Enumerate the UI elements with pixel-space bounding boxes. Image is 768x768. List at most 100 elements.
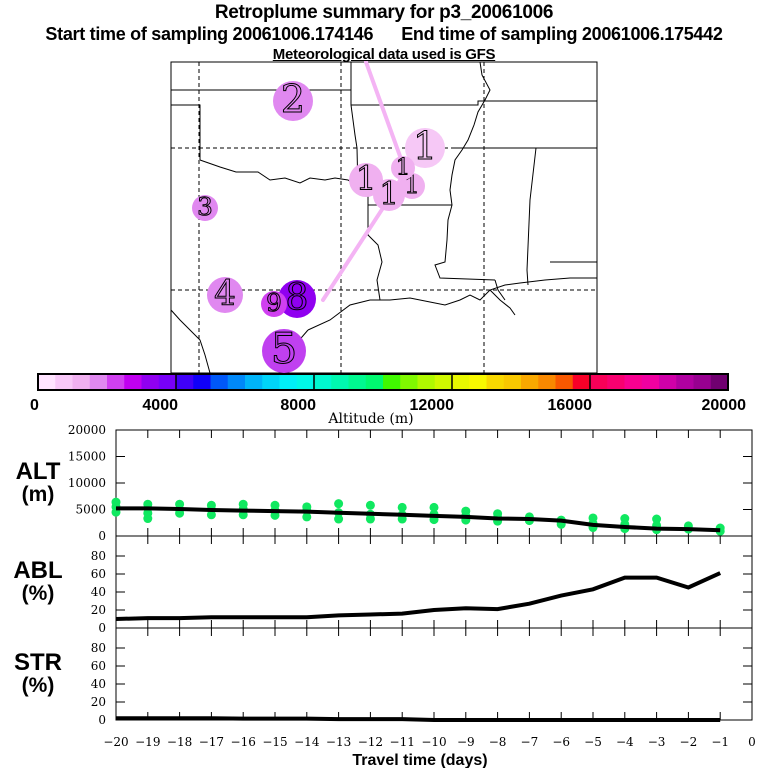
- marker-day-label: 2: [281, 77, 305, 121]
- colorbar-segment: [210, 374, 229, 390]
- colorbar-segment: [331, 374, 349, 390]
- colorbar-tick-label: 4000: [142, 397, 178, 414]
- y-tick-label: 0: [98, 529, 106, 543]
- x-tick-label: −5: [584, 735, 602, 749]
- colorbar-segment: [176, 374, 194, 390]
- colorbar-segment: [641, 374, 660, 390]
- marker-day-label: 1: [379, 177, 398, 212]
- colorbar-segment: [659, 374, 677, 390]
- marker-circle: [278, 280, 316, 318]
- panel-frame: [115, 535, 753, 629]
- marker-circle: [373, 179, 405, 211]
- colorbar-tick-label: 0: [30, 397, 39, 414]
- plume-marker: 8: [278, 276, 316, 319]
- plume-marker: 2: [273, 77, 313, 122]
- panel-alt: 0 5000 10000 15000 20000 ALT(m): [16, 423, 753, 543]
- colorbar-segment: [417, 374, 436, 390]
- x-tick-label: −10: [421, 735, 446, 749]
- particle-point: [365, 500, 375, 510]
- plume-marker: 5: [262, 324, 306, 374]
- x-tick-label: −4: [616, 735, 634, 749]
- met-data-label: Meteorological data used is GFS: [272, 46, 496, 63]
- y-axis-name: STR: [14, 649, 62, 676]
- x-tick-label: −16: [231, 735, 256, 749]
- colorbar-segment: [55, 374, 73, 390]
- series-line-str: [116, 716, 721, 722]
- colorbar-tick-label: 16000: [548, 397, 593, 414]
- colorbar-segment: [227, 374, 246, 390]
- x-axis-title: Travel time (days): [352, 752, 487, 768]
- state-boundaries: [170, 61, 598, 374]
- x-tick-label: −15: [262, 735, 287, 749]
- plume-marker: 4: [207, 273, 243, 314]
- colorbar-segment: [452, 374, 470, 390]
- y-tick-label: 20000: [68, 423, 106, 437]
- marker-circle: [273, 81, 313, 121]
- marker-day-label: 8: [286, 276, 309, 318]
- colorbar-segment: [555, 374, 574, 390]
- colorbar-segment: [314, 374, 332, 390]
- panel-frame: [115, 627, 753, 721]
- panel-str: 0 20 40 60 80 STR(%): [14, 627, 753, 727]
- colorbar-tick-label: 8000: [280, 397, 316, 414]
- x-tick-label: −18: [167, 735, 192, 749]
- particle-point: [429, 502, 439, 512]
- colorbar-segment: [107, 374, 125, 390]
- particle-point: [302, 512, 312, 522]
- y-tick-label: 0: [98, 713, 106, 727]
- colorbar-segment: [538, 374, 556, 390]
- colorbar-title: Altitude (m): [327, 411, 413, 427]
- plume-marker: 1: [373, 176, 405, 212]
- marker-circle: [262, 329, 306, 373]
- marker-circle: [261, 291, 287, 317]
- marker-day-label: 1: [356, 159, 377, 197]
- x-tick-label: −14: [294, 735, 320, 749]
- x-tick-label: −17: [199, 735, 224, 749]
- colorbar-segment: [693, 374, 712, 390]
- colorbar-segment: [365, 374, 384, 390]
- y-axis-name: (m): [22, 483, 55, 506]
- series-line-abl: [115, 571, 722, 621]
- time-series-panels: 05000100001500020000ALT(m)020406080ABL(%…: [13, 423, 755, 768]
- x-tick-label: −19: [135, 735, 160, 749]
- particle-point: [334, 514, 344, 524]
- colorbar-frame: [37, 373, 729, 391]
- colorbar-segment: [141, 374, 160, 390]
- colorbar-segment: [124, 374, 142, 390]
- particle-point: [143, 514, 153, 524]
- y-tick-label: 0: [98, 621, 106, 635]
- colorbar-segment: [89, 374, 108, 390]
- y-tick-label: 20: [91, 603, 106, 617]
- colorbar-tick-label: 12000: [410, 397, 455, 414]
- particle-point: [206, 510, 216, 520]
- colorbar-segment: [193, 374, 211, 390]
- colorbar-segment: [158, 374, 177, 390]
- colorbar-segment: [503, 374, 522, 390]
- plume-marker: 9: [261, 288, 287, 318]
- colorbar-segment: [296, 374, 315, 390]
- colorbar-segment: [262, 374, 280, 390]
- marker-day-label: 5: [271, 324, 298, 373]
- y-axis-name: ABL: [13, 557, 62, 584]
- figure-title: Retroplume summary for p3_20061006: [214, 2, 554, 23]
- marker-day-label: 3: [197, 192, 213, 221]
- start-time-label: Start time of sampling 20061006.174146: [45, 24, 374, 44]
- marker-day-label: 1: [396, 155, 411, 181]
- marker-day-label: 4: [214, 274, 236, 314]
- marker-day-label: 1: [413, 124, 437, 168]
- colorbar-segment: [572, 374, 591, 390]
- colorbar-segment: [486, 374, 505, 390]
- y-axis-name: ALT: [16, 458, 61, 485]
- marker-circle: [192, 195, 218, 221]
- colorbar-tick-label: 20000: [702, 397, 747, 414]
- sampling-times: Start time of sampling 20061006.174146 En…: [0, 24, 768, 45]
- x-tick-label: −12: [358, 735, 383, 749]
- marker-circle: [391, 156, 415, 180]
- y-tick-label: 5000: [75, 503, 106, 517]
- marker-circle: [207, 277, 243, 313]
- x-tick-label: −9: [457, 735, 475, 749]
- x-tick-label: 0: [748, 735, 756, 749]
- y-axis-name: (%): [22, 674, 55, 697]
